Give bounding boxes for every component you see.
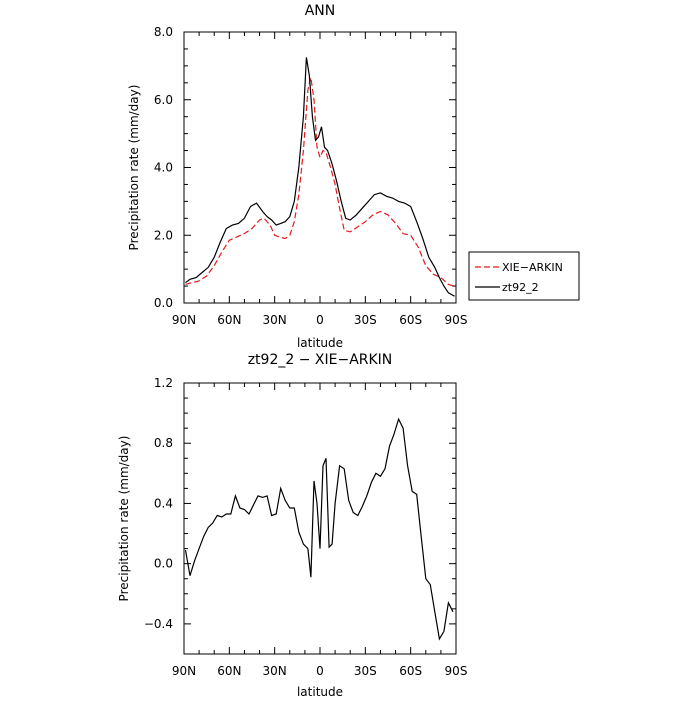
- legend-box: [468, 251, 580, 301]
- legend: XIE−ARKIN zt92_2: [468, 251, 580, 301]
- y-tick-label: 6.0: [154, 93, 173, 107]
- x-tick-label: 90S: [445, 664, 468, 678]
- legend-label: zt92_2: [502, 281, 539, 294]
- x-tick-label: 0: [316, 664, 324, 678]
- series-line-xie-arkin: [185, 77, 455, 287]
- series-line-zt92-2: [185, 57, 455, 297]
- y-tick-label: 0.0: [154, 296, 173, 310]
- chart-title: ANN: [305, 3, 336, 19]
- x-axis-label: latitude: [297, 685, 343, 699]
- y-axis-label: Precipitation rate (mm/day): [127, 85, 141, 251]
- y-tick-label: 4.0: [154, 161, 173, 175]
- x-tick-label: 90N: [172, 313, 196, 327]
- y-tick-label: −0.4: [144, 617, 173, 631]
- y-axis-label: Precipitation rate (mm/day): [117, 436, 131, 602]
- x-tick-label: 30N: [263, 664, 287, 678]
- x-tick-label: 90N: [172, 664, 196, 678]
- plot-frame: [183, 31, 457, 304]
- y-tick-label: 0.4: [154, 496, 173, 510]
- y-tick-label: 0.0: [154, 557, 173, 571]
- x-tick-label: 60S: [399, 664, 422, 678]
- x-tick-label: 60N: [217, 664, 241, 678]
- x-tick-label: 60N: [217, 313, 241, 327]
- x-tick-label: 30S: [354, 313, 377, 327]
- x-tick-label: 90S: [445, 313, 468, 327]
- chart-title: zt92_2 − XIE−ARKIN: [248, 352, 393, 368]
- y-tick-label: 1.2: [154, 376, 173, 390]
- series-line-difference: [184, 417, 454, 641]
- y-tick-label: 2.0: [154, 228, 173, 242]
- x-axis-label: latitude: [297, 336, 343, 350]
- y-tick-label: 0.8: [154, 436, 173, 450]
- x-tick-label: 30S: [354, 664, 377, 678]
- x-tick-label: 30N: [263, 313, 287, 327]
- legend-label: XIE−ARKIN: [502, 261, 563, 274]
- top-panel-annual-precipitation: ANN 90N 60N 30N 0 30S 60S 90S 0.0 2.0 4.0 6.0 8.0 lat…: [127, 3, 580, 350]
- x-tick-label: 60S: [399, 313, 422, 327]
- y-tick-label: 8.0: [154, 25, 173, 39]
- x-tick-label: 0: [316, 313, 324, 327]
- plot-frame: [183, 382, 457, 655]
- bottom-panel-difference: zt92_2 − XIE−ARKIN 90N 60N 30N 0 30S 60S 90S −0.…: [117, 352, 467, 699]
